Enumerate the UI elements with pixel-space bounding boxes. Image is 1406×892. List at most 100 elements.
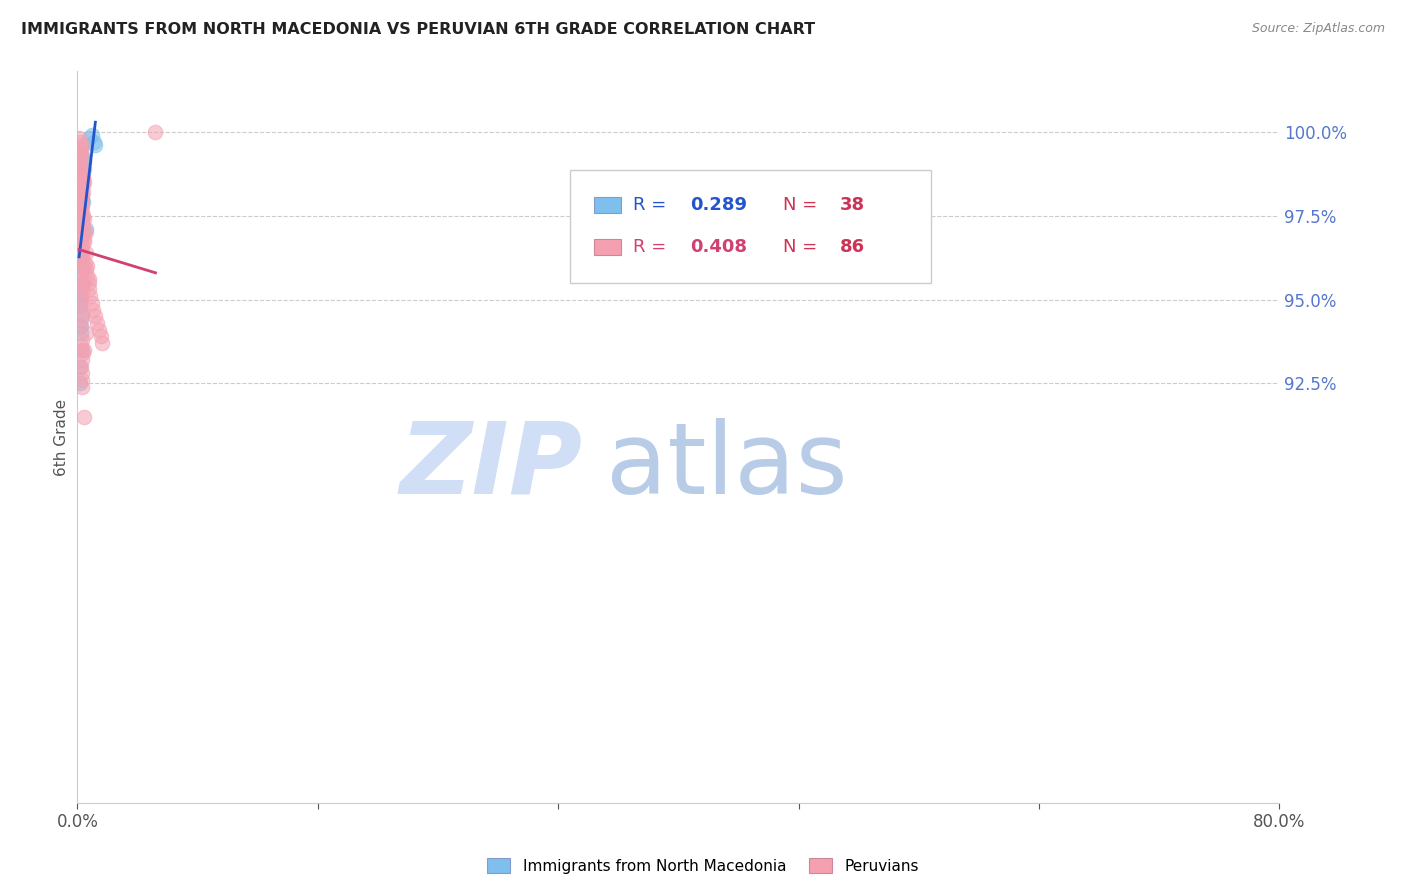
Point bbox=[67, 198, 90, 212]
Point bbox=[79, 282, 101, 296]
Point bbox=[83, 135, 105, 149]
Point bbox=[75, 222, 97, 236]
Point bbox=[84, 138, 107, 153]
Text: 0.408: 0.408 bbox=[690, 238, 748, 256]
Point bbox=[83, 310, 105, 324]
Point bbox=[70, 232, 93, 246]
Point bbox=[70, 185, 93, 199]
Point bbox=[70, 182, 93, 196]
Point bbox=[69, 158, 91, 172]
Point bbox=[72, 195, 94, 210]
Point bbox=[72, 171, 94, 186]
Text: atlas: atlas bbox=[606, 417, 848, 515]
Point bbox=[69, 232, 91, 246]
Point bbox=[75, 326, 97, 340]
Point bbox=[70, 285, 93, 300]
Point bbox=[69, 266, 91, 280]
Point bbox=[70, 333, 93, 347]
Point bbox=[75, 245, 97, 260]
Point bbox=[80, 296, 103, 310]
Point bbox=[70, 219, 93, 233]
Point bbox=[69, 249, 91, 263]
Point bbox=[69, 202, 91, 216]
Point bbox=[72, 239, 94, 253]
Point bbox=[69, 205, 91, 219]
Point bbox=[73, 343, 96, 357]
Text: R =: R = bbox=[633, 196, 672, 214]
Text: 0.289: 0.289 bbox=[690, 196, 748, 214]
Point bbox=[72, 276, 94, 290]
Point bbox=[91, 336, 114, 351]
Point bbox=[70, 205, 93, 219]
Point bbox=[72, 169, 94, 183]
Text: 38: 38 bbox=[839, 196, 865, 214]
Point bbox=[82, 128, 104, 142]
Point bbox=[69, 155, 91, 169]
Point bbox=[69, 299, 91, 313]
Point bbox=[70, 310, 93, 324]
Point bbox=[72, 175, 94, 189]
FancyBboxPatch shape bbox=[571, 170, 931, 284]
Point bbox=[69, 285, 91, 300]
Point bbox=[70, 148, 93, 162]
Point bbox=[72, 346, 94, 360]
Point bbox=[70, 343, 93, 357]
Y-axis label: 6th Grade: 6th Grade bbox=[53, 399, 69, 475]
Point bbox=[72, 245, 94, 260]
Point bbox=[72, 373, 94, 387]
Point bbox=[82, 302, 104, 317]
Point bbox=[72, 171, 94, 186]
Point bbox=[70, 148, 93, 162]
Point bbox=[70, 228, 93, 243]
Point bbox=[67, 158, 90, 172]
Point bbox=[69, 145, 91, 159]
Point bbox=[70, 249, 93, 263]
Point bbox=[72, 209, 94, 223]
Point bbox=[73, 235, 96, 250]
Text: IMMIGRANTS FROM NORTH MACEDONIA VS PERUVIAN 6TH GRADE CORRELATION CHART: IMMIGRANTS FROM NORTH MACEDONIA VS PERUV… bbox=[21, 22, 815, 37]
Point bbox=[73, 161, 96, 176]
Point bbox=[73, 232, 96, 246]
Point bbox=[69, 312, 91, 326]
Point bbox=[73, 255, 96, 269]
Text: 86: 86 bbox=[839, 238, 865, 256]
Point bbox=[69, 192, 91, 206]
Point bbox=[69, 326, 91, 340]
Point bbox=[69, 142, 91, 156]
Point bbox=[72, 152, 94, 166]
Point bbox=[70, 352, 93, 367]
Text: N =: N = bbox=[783, 238, 823, 256]
Point bbox=[72, 212, 94, 227]
Point bbox=[77, 276, 100, 290]
Point bbox=[86, 316, 108, 330]
Point bbox=[73, 155, 96, 169]
Point bbox=[69, 135, 91, 149]
Point bbox=[70, 161, 93, 176]
Point bbox=[70, 195, 93, 210]
Point bbox=[76, 268, 98, 283]
Text: N =: N = bbox=[783, 196, 823, 214]
Point bbox=[72, 222, 94, 236]
Point bbox=[69, 319, 91, 334]
Point bbox=[69, 242, 91, 256]
Point bbox=[72, 367, 94, 381]
Point bbox=[69, 376, 91, 391]
Point bbox=[75, 262, 97, 277]
Point bbox=[72, 185, 94, 199]
Point bbox=[69, 178, 91, 193]
Point bbox=[69, 165, 91, 179]
Bar bbox=[595, 197, 620, 213]
Point bbox=[70, 212, 93, 227]
Point bbox=[75, 226, 97, 240]
Point bbox=[70, 226, 93, 240]
Point bbox=[87, 323, 110, 337]
Point bbox=[72, 259, 94, 273]
Point bbox=[72, 188, 94, 202]
Point bbox=[69, 152, 91, 166]
Point bbox=[69, 293, 91, 307]
Point bbox=[72, 226, 94, 240]
Point bbox=[73, 212, 96, 227]
Point bbox=[70, 319, 93, 334]
Text: R =: R = bbox=[633, 238, 672, 256]
Point bbox=[69, 169, 91, 183]
